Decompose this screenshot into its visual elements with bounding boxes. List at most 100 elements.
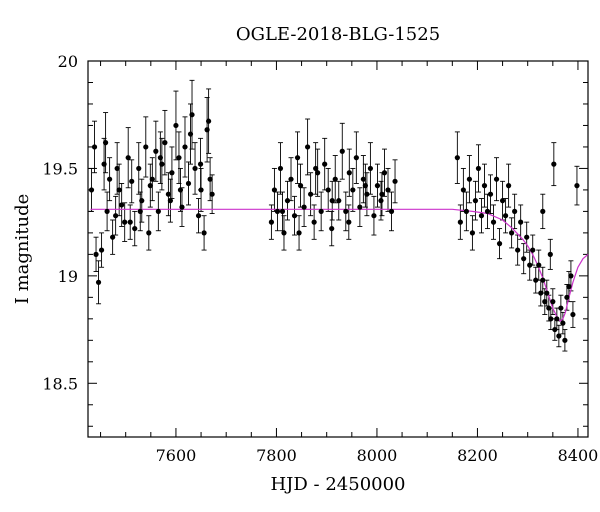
data-point [114,165,120,172]
data-point [512,208,518,214]
data-point [139,198,145,204]
data-point [542,299,548,305]
chart-title: OGLE-2018-BLG-1525 [236,24,440,45]
data-point [357,204,363,210]
data-point [472,198,479,204]
data-point [162,140,168,146]
data-point [379,191,385,197]
y-tick-label: 18.5 [42,374,78,393]
data-point [101,161,107,167]
data-point [185,180,192,187]
data-point [506,183,512,189]
data-point [195,213,202,219]
data-point [329,198,335,204]
data-point [291,213,298,219]
data-point [339,148,345,154]
data-point [127,219,133,225]
data-point [362,183,368,189]
x-tick-label: 8200 [457,446,498,465]
data-point [460,187,466,193]
x-axis-label: HJD - 2450000 [270,474,405,495]
data-point [527,262,533,268]
data-point [113,213,119,219]
data-point [313,165,319,172]
x-tick-label: 8000 [357,446,398,465]
data-point [481,183,488,189]
data-point [167,198,174,204]
data-point [554,316,560,322]
data-point [207,176,213,182]
data-point [350,187,356,193]
data-point [104,208,110,214]
data-point [149,176,155,182]
data-point [490,219,497,225]
data-point [110,234,116,240]
data-point [454,155,460,161]
data-point [521,256,527,262]
data-point [346,219,352,225]
data-point [502,213,509,219]
data-point [475,165,482,172]
data-point [209,191,215,197]
data-point [176,155,182,161]
data-point [540,277,546,283]
x-tick-labels: 7600 7800 8000 8200 8400 [156,446,599,465]
data-point [192,165,198,172]
data-point [493,176,500,182]
model-curve [90,208,589,322]
data-point [466,176,473,182]
data-point [155,208,161,214]
data-point [107,176,113,182]
data-point [336,198,342,204]
data-point [281,230,287,236]
data-point [367,165,374,172]
plot-area [87,60,589,438]
x-tick-label: 8400 [558,446,599,465]
data-point [378,198,384,204]
data-point [346,170,352,176]
data-point [558,305,564,311]
data-point [568,273,574,279]
y-axis-label: I magnitude [12,194,33,305]
data-point [499,198,506,204]
axis-ticks [88,60,588,437]
data-point [469,230,476,236]
data-point [116,187,122,193]
data-point [95,279,102,285]
data-point [332,176,338,182]
data-point [296,230,302,236]
data-point [157,155,163,161]
data-point [556,333,562,339]
data-point [197,161,204,167]
data-point [143,144,149,150]
data-point [570,311,576,318]
data-point [182,144,188,150]
data-point [371,213,377,219]
data-point [566,284,572,290]
data-point [552,326,558,333]
data-point [136,165,142,172]
x-tick-label: 7600 [156,446,197,465]
data-point [318,208,324,214]
data-point [457,219,463,225]
data-point [173,122,179,129]
data-point [538,290,544,296]
data-point [343,208,349,214]
y-tick-label: 19.5 [42,159,78,178]
data-point [547,251,553,257]
data-point [385,187,391,193]
plot-frame [87,60,589,438]
data-point [322,161,328,167]
data-point [198,187,204,193]
data-point [119,202,125,208]
data-point [137,208,143,214]
data-point [360,176,366,182]
data-point [562,337,568,343]
data-point [546,305,552,311]
data-point [277,165,284,172]
data-point [284,198,291,204]
data-point [271,187,278,193]
data-point [533,277,539,283]
data-point [550,299,556,305]
data-point [201,230,207,236]
